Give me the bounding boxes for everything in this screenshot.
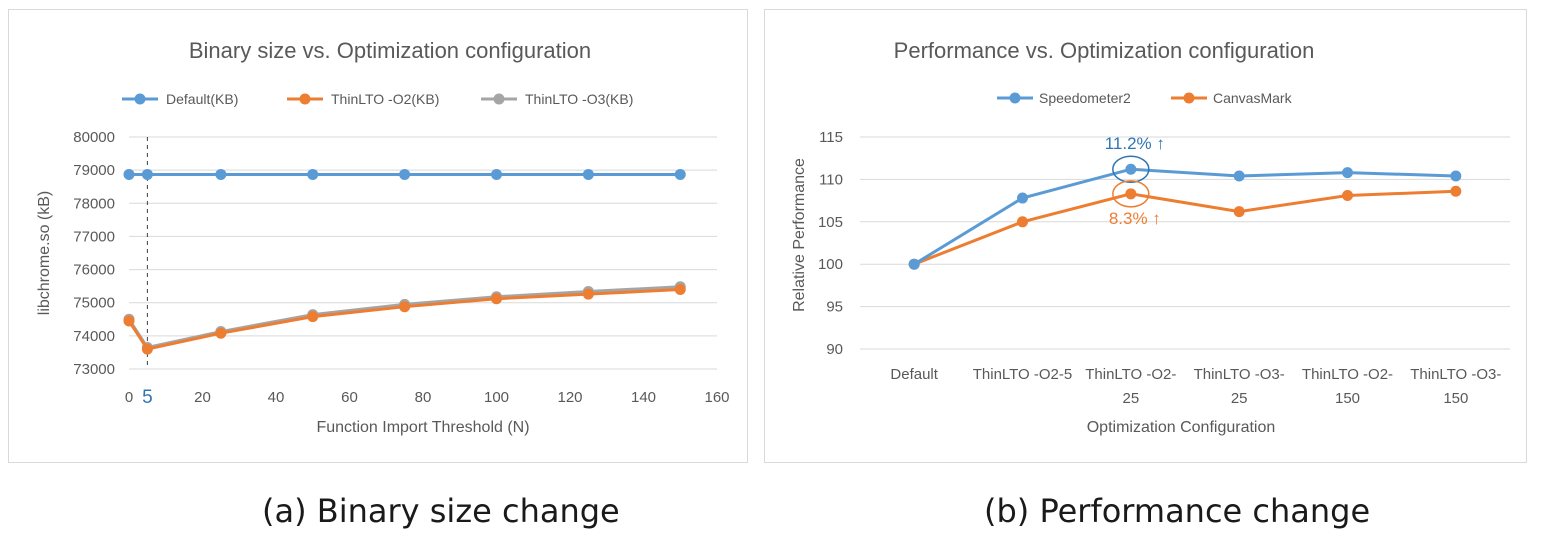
data-point-s0-4 <box>1342 167 1353 179</box>
legend-item-0: Default(KB) <box>122 91 238 107</box>
caption-binary-size: (a) Binary size change <box>262 492 620 530</box>
marker-label: 5 <box>142 387 153 408</box>
x-tick-label: 25 <box>1231 390 1248 407</box>
legend-label: Default(KB) <box>166 91 238 107</box>
legend-marker <box>493 93 505 105</box>
data-point-s0-0 <box>908 258 920 270</box>
legend-label: ThinLTO -O2(KB) <box>331 91 439 107</box>
x-tick-label: 160 <box>704 389 729 406</box>
data-point-s0-1 <box>141 168 153 180</box>
data-point-s0-7 <box>674 168 686 180</box>
y-axis-label: Relative Performance <box>791 158 808 312</box>
data-point-s1-3 <box>307 311 319 323</box>
annotation-ellipse-0 <box>1112 155 1150 183</box>
y-tick-label: 73000 <box>73 361 115 378</box>
legend-item-2: ThinLTO -O3(KB) <box>481 91 633 107</box>
data-point-s0-6 <box>582 168 594 180</box>
series-line-2 <box>127 285 681 350</box>
y-tick-label: 74000 <box>73 328 115 345</box>
legend-marker <box>1183 92 1195 104</box>
data-point-s0-5 <box>491 168 502 180</box>
data-point-s1-2 <box>1125 188 1137 200</box>
legend-marker <box>299 93 311 105</box>
data-point-s1-5 <box>1450 185 1462 197</box>
data-point-s1-3 <box>1233 206 1245 218</box>
annotation-ellipse-1 <box>1112 180 1150 208</box>
x-tick-label: ThinLTO -O2- <box>1085 366 1176 383</box>
data-point-s0-3 <box>307 168 319 180</box>
legend-item-1: CanvasMark <box>1171 90 1293 106</box>
x-axis-label: Function Import Threshold (N) <box>316 419 529 436</box>
y-tick-label: 110 <box>819 171 843 188</box>
data-point-s0-2 <box>1125 163 1137 175</box>
y-tick-label: 77000 <box>73 228 115 245</box>
chart-title: Performance vs. Optimization configurati… <box>894 38 1315 63</box>
data-point-s1-4 <box>399 301 411 313</box>
x-tick-label: 40 <box>268 389 285 406</box>
x-tick-label: 80 <box>415 389 432 406</box>
y-axis-label: libchrome.so (kB) <box>36 191 53 315</box>
legend-marker <box>134 93 146 105</box>
x-tick-label: 25 <box>1122 390 1139 407</box>
y-tick-label: 78000 <box>73 195 115 212</box>
x-tick-label: 60 <box>341 389 358 406</box>
y-tick-label: 79000 <box>73 162 115 179</box>
series-line-0 <box>913 167 1456 266</box>
x-tick-label: ThinLTO -O3- <box>1194 366 1285 383</box>
y-tick-label: 90 <box>826 341 843 358</box>
data-point-s0-3 <box>1233 170 1245 182</box>
y-tick-label: 105 <box>818 214 843 231</box>
x-tick-label: ThinLTO -O3- <box>1410 366 1501 383</box>
x-tick-label: Default <box>890 366 938 383</box>
y-tick-label: 95 <box>826 299 843 316</box>
data-point-s1-1 <box>1017 216 1028 228</box>
x-tick-label: 150 <box>1335 390 1360 407</box>
y-tick-label: 76000 <box>73 262 115 279</box>
legend-item-0: Speedometer2 <box>997 90 1131 106</box>
binary-size-chart-panel: Binary size vs. Optimization configurati… <box>8 9 748 463</box>
annotation-label-1: 8.3% ↑ <box>1109 209 1161 228</box>
y-tick-label: 80000 <box>73 129 115 146</box>
x-tick-label: ThinLTO -O2- <box>1302 366 1393 383</box>
x-tick-label: 140 <box>631 389 656 406</box>
y-tick-label: 75000 <box>73 295 115 312</box>
data-point-s0-1 <box>1017 192 1028 204</box>
x-tick-label: 120 <box>557 389 582 406</box>
performance-chart: Performance vs. Optimization configurati… <box>791 38 1510 436</box>
data-point-s1-1 <box>141 343 153 355</box>
data-point-s0-2 <box>215 168 227 180</box>
chart-title: Binary size vs. Optimization configurati… <box>189 38 591 63</box>
data-point-s1-2 <box>215 327 227 339</box>
data-point-s0-0 <box>123 168 135 180</box>
data-point-s1-4 <box>1342 190 1353 202</box>
data-point-s1-0 <box>123 315 135 327</box>
x-tick-label: 0 <box>125 389 133 406</box>
data-point-s1-5 <box>491 293 502 305</box>
data-point-s0-5 <box>1450 170 1462 182</box>
performance-chart-panel: Performance vs. Optimization configurati… <box>764 9 1527 463</box>
legend-label: CanvasMark <box>1213 90 1293 106</box>
y-tick-label: 115 <box>819 129 843 146</box>
legend-item-1: ThinLTO -O2(KB) <box>287 91 439 107</box>
data-point-s1-7 <box>674 283 686 295</box>
binary-size-chart: Binary size vs. Optimization configurati… <box>36 38 730 436</box>
legend-label: ThinLTO -O3(KB) <box>525 91 633 107</box>
y-tick-label: 100 <box>818 256 843 273</box>
x-tick-label: 100 <box>484 389 509 406</box>
data-point-s0-4 <box>399 168 411 180</box>
x-axis-label: Optimization Configuration <box>1087 419 1276 436</box>
x-tick-label: 20 <box>194 389 211 406</box>
legend-marker <box>1009 92 1021 104</box>
caption-performance: (b) Performance change <box>984 492 1371 530</box>
legend-label: Speedometer2 <box>1039 90 1131 106</box>
data-point-s1-6 <box>582 288 594 300</box>
x-tick-label: 150 <box>1443 390 1468 407</box>
series-line-1 <box>127 287 681 351</box>
x-tick-label: ThinLTO -O2-5 <box>973 366 1072 383</box>
series-line-1 <box>913 189 1456 266</box>
annotation-label-0: 11.2% ↑ <box>1105 134 1165 153</box>
